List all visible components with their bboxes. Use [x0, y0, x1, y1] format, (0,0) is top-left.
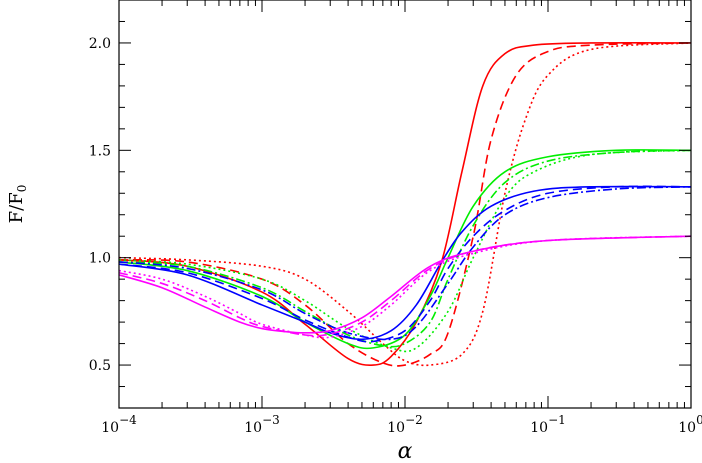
y-tick-label: 2.0 [89, 36, 111, 52]
x-tick-label-base: 10 [244, 420, 262, 436]
series-line-2 [118, 42, 692, 367]
series-layer [118, 41, 692, 367]
x-tick-label: 100 [678, 413, 702, 436]
x-tick-label: 10−2 [387, 413, 423, 436]
x-tick-label-base: 10 [101, 420, 119, 436]
x-tick-label-base: 10 [530, 420, 548, 436]
series-line-6 [118, 149, 692, 353]
x-axis-label: α [398, 439, 413, 463]
series-line-5 [118, 149, 692, 348]
series-line-9 [118, 186, 692, 341]
x-tick-label-exponent: 0 [696, 413, 702, 427]
y-axis-label: F/F0 [6, 185, 29, 224]
x-tick-label-exponent: −4 [119, 413, 137, 427]
series-line-4 [118, 149, 692, 350]
plot-frame [118, 0, 692, 409]
x-tick-label-exponent: −3 [262, 413, 280, 427]
y-tick-label: 1.0 [89, 251, 111, 267]
x-tick-label-exponent: −1 [548, 413, 566, 427]
ticks-layer [118, 0, 691, 409]
y-axis-label-main: F/F [6, 192, 27, 223]
y-tick-label: 0.5 [89, 358, 111, 374]
x-tick-label-base: 10 [678, 420, 696, 436]
x-tick-label-base: 10 [387, 420, 405, 436]
series-line-3 [118, 42, 692, 367]
series-line-7 [118, 185, 692, 341]
x-tick-label: 10−4 [101, 413, 137, 436]
series-line-8 [118, 185, 692, 343]
series-line-12 [118, 235, 692, 339]
x-tick-label: 10−3 [244, 413, 280, 436]
y-axis-label-sub: 0 [15, 185, 29, 193]
series-line-11 [118, 235, 692, 337]
y-tick-label: 1.5 [89, 143, 111, 159]
x-tick-label: 10−1 [530, 413, 566, 436]
x-tick-label-exponent: −2 [405, 413, 423, 427]
series-line-1 [118, 41, 692, 366]
